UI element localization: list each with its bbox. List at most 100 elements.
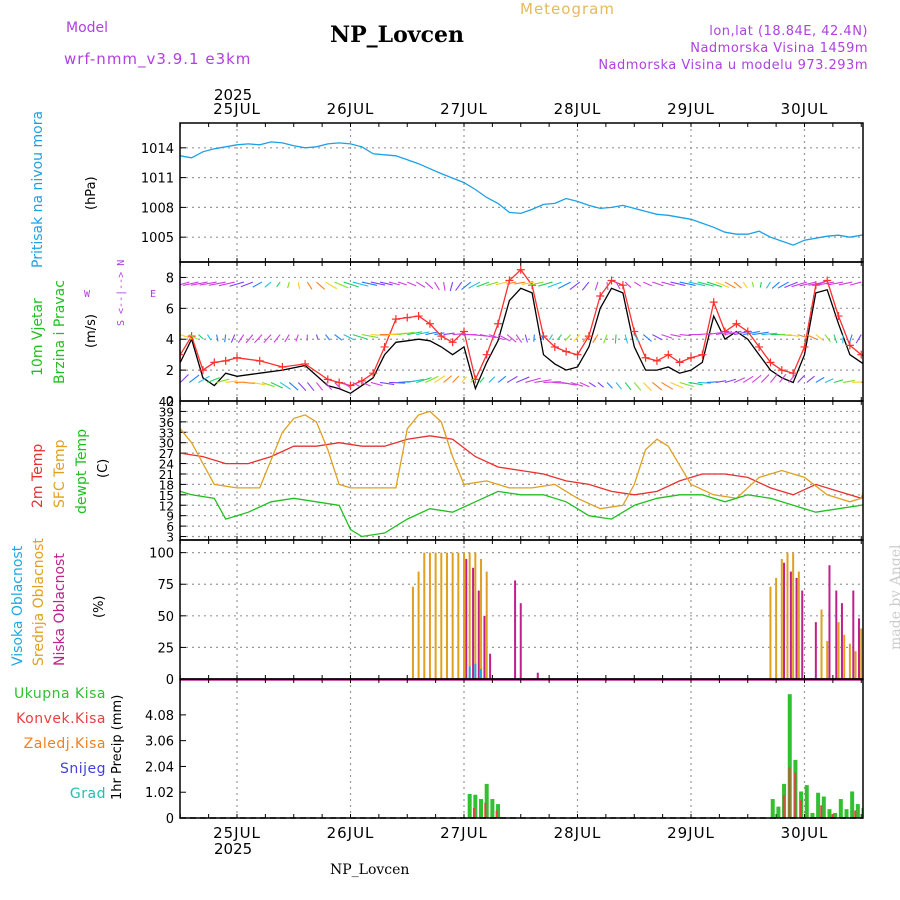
wind-arrow xyxy=(529,281,544,286)
wind-arrow xyxy=(733,377,746,383)
wind-arrow xyxy=(652,281,664,287)
gust-marker xyxy=(777,366,786,375)
wind-arrow xyxy=(855,334,862,344)
precip-bar xyxy=(820,805,823,818)
wind-arrow xyxy=(742,281,748,289)
y-tick-label: 3.06 xyxy=(145,735,174,750)
wind-arrow xyxy=(603,334,608,344)
y-tick-label: 1014 xyxy=(141,142,174,157)
wind-arrow xyxy=(752,331,769,336)
day-label-bottom: 28JUL xyxy=(554,824,602,842)
wind-arrow xyxy=(315,334,319,340)
wind-arrow xyxy=(771,281,780,289)
cloud-bar xyxy=(843,634,846,679)
wind-arrow xyxy=(379,281,393,286)
wind-arrow xyxy=(229,281,244,287)
wind-arrow xyxy=(334,281,349,289)
gust-marker xyxy=(584,332,593,341)
wind-arrow xyxy=(633,281,642,287)
precip-bar xyxy=(831,814,834,818)
wind-arrow xyxy=(495,281,508,286)
precip-bar xyxy=(810,812,815,818)
wind-arrow xyxy=(488,334,504,341)
wind-arrow xyxy=(343,281,359,288)
cloud-bar xyxy=(480,558,483,679)
gust-marker xyxy=(732,319,741,328)
precip-bar xyxy=(496,804,501,818)
precip-bar xyxy=(490,799,495,818)
wind-arrow xyxy=(838,281,853,286)
series-line-mslp xyxy=(180,141,863,246)
cloud-bar xyxy=(881,647,883,679)
y-tick-label: 33 xyxy=(159,426,174,440)
day-label-bottom: 25JUL xyxy=(213,824,261,842)
wind-arrow xyxy=(870,382,886,385)
wind-arrow xyxy=(521,281,535,285)
wind-arrow xyxy=(815,334,825,342)
wind-arrow xyxy=(760,374,770,383)
wind-arrow xyxy=(199,281,217,286)
y-tick-label: 50 xyxy=(157,610,174,625)
gust-marker xyxy=(414,312,423,321)
wind-arrow xyxy=(842,379,855,384)
y-tick-label: 2 xyxy=(166,364,174,379)
wind-arrow xyxy=(770,373,778,383)
cloud-bar xyxy=(514,580,517,679)
wind-arrow xyxy=(295,334,299,342)
day-label-top: 27JUL xyxy=(440,100,488,118)
gust-marker xyxy=(403,313,412,322)
wind-arrow xyxy=(642,334,652,342)
wind-arrow xyxy=(488,376,496,383)
wind-arrow xyxy=(661,334,673,339)
gust-marker xyxy=(698,350,707,359)
precip-bar xyxy=(854,810,857,818)
wind-arrow xyxy=(582,334,590,343)
wind-arrow xyxy=(724,378,737,383)
gust-marker xyxy=(335,378,344,387)
gust-marker xyxy=(630,327,639,336)
wind-arrow xyxy=(361,334,379,339)
wind-arrow xyxy=(547,281,562,288)
wind-arrow xyxy=(180,281,190,286)
precip-bar xyxy=(850,791,855,818)
wind-arrow xyxy=(661,281,675,287)
wind-arrow xyxy=(558,281,571,289)
precip-bar xyxy=(873,809,877,818)
wind-arrow xyxy=(833,379,844,383)
wind-arrow xyxy=(485,281,499,287)
series-line-brzina xyxy=(180,287,863,395)
wind-arrow xyxy=(216,334,219,342)
wind-arrow xyxy=(425,375,439,383)
precip-bar xyxy=(472,807,475,818)
cloud-bar xyxy=(417,571,420,679)
wind-arrow xyxy=(506,281,517,285)
wind-arrow xyxy=(397,281,407,286)
precip-bar xyxy=(879,815,881,818)
wind-arrow xyxy=(715,380,727,384)
wind-arrow xyxy=(273,334,281,343)
day-label-top: 30JUL xyxy=(781,100,829,118)
precip-bar xyxy=(821,796,826,818)
cloud-bar xyxy=(789,571,792,679)
wind-arrow xyxy=(207,334,212,341)
gust-marker xyxy=(221,356,230,365)
cloud-bar xyxy=(837,622,840,679)
precip-bar xyxy=(799,800,802,818)
wind-arrow xyxy=(525,377,541,383)
wind-arrow xyxy=(325,382,333,391)
gust-marker xyxy=(391,315,400,324)
precip-bar xyxy=(827,809,832,818)
wind-arrow xyxy=(540,334,544,341)
precip-bar xyxy=(794,772,797,818)
wind-arrow xyxy=(452,375,460,383)
wind-arrow xyxy=(370,334,389,337)
wind-arrow xyxy=(872,282,880,286)
y-tick-label: 39 xyxy=(159,405,174,419)
wind-arrow xyxy=(624,382,632,391)
y-tick-label: 30 xyxy=(159,437,174,451)
wind-arrow xyxy=(279,382,291,390)
precip-bar xyxy=(495,810,498,818)
wind-arrow xyxy=(788,374,796,383)
gust-marker xyxy=(789,369,798,378)
wind-arrow xyxy=(765,281,771,289)
